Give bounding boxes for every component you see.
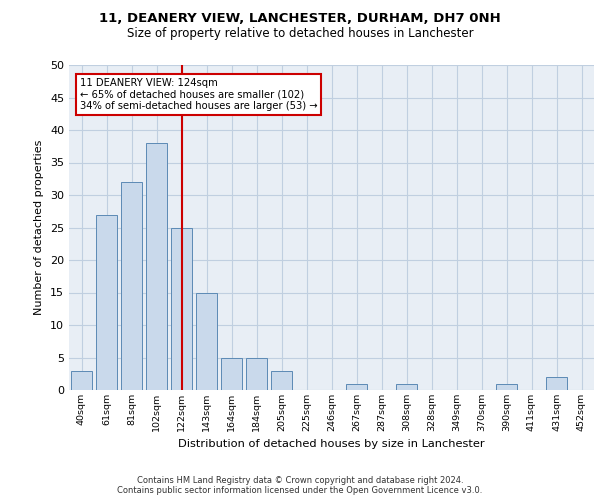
Y-axis label: Number of detached properties: Number of detached properties: [34, 140, 44, 315]
Bar: [96, 214, 117, 390]
Bar: [346, 384, 367, 390]
Text: Contains HM Land Registry data © Crown copyright and database right 2024.
Contai: Contains HM Land Registry data © Crown c…: [118, 476, 482, 495]
Bar: [121, 182, 142, 390]
X-axis label: Distribution of detached houses by size in Lanchester: Distribution of detached houses by size …: [178, 440, 485, 450]
Bar: [396, 384, 417, 390]
Bar: [496, 384, 517, 390]
Bar: [71, 370, 92, 390]
Bar: [271, 370, 292, 390]
Bar: [171, 228, 192, 390]
Bar: [196, 292, 217, 390]
Bar: [546, 377, 567, 390]
Bar: [246, 358, 267, 390]
Text: 11, DEANERY VIEW, LANCHESTER, DURHAM, DH7 0NH: 11, DEANERY VIEW, LANCHESTER, DURHAM, DH…: [99, 12, 501, 26]
Bar: [146, 143, 167, 390]
Text: 11 DEANERY VIEW: 124sqm
← 65% of detached houses are smaller (102)
34% of semi-d: 11 DEANERY VIEW: 124sqm ← 65% of detache…: [79, 78, 317, 111]
Bar: [221, 358, 242, 390]
Text: Size of property relative to detached houses in Lanchester: Size of property relative to detached ho…: [127, 28, 473, 40]
